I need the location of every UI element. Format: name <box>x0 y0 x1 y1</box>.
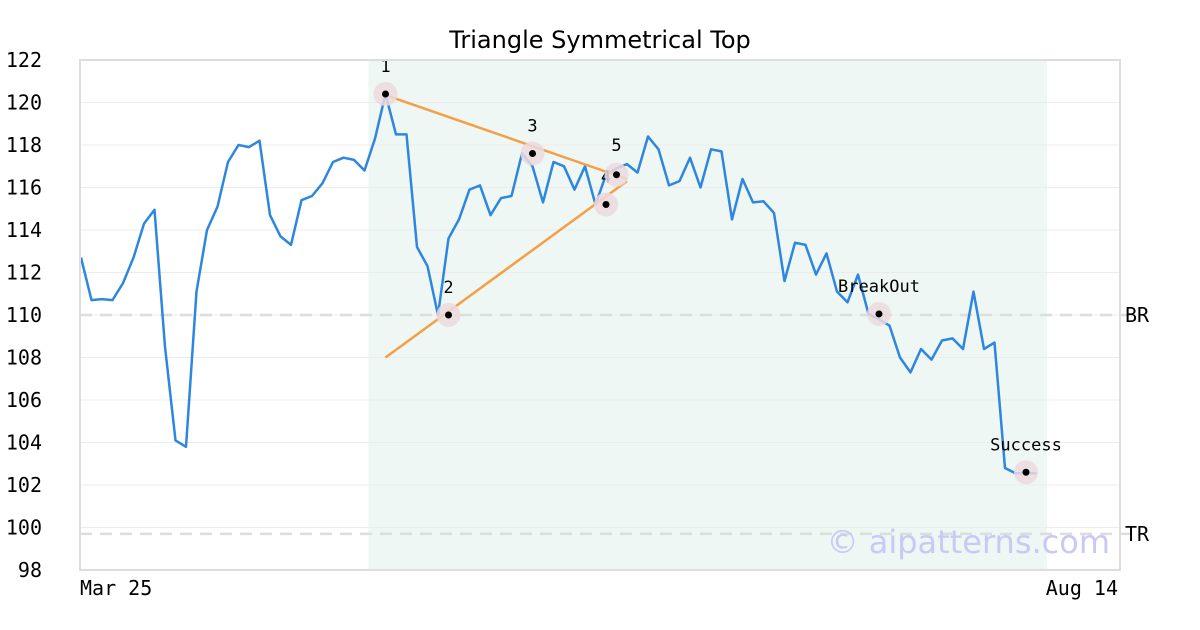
ref-label-tr: TR <box>1125 522 1150 546</box>
y-tick-label: 118 <box>6 133 42 157</box>
y-tick-label: 110 <box>6 303 42 327</box>
point-label: 2 <box>443 278 453 298</box>
y-tick-label: 98 <box>18 558 42 582</box>
point-marker <box>382 90 389 98</box>
trend-line-2 <box>384 180 628 359</box>
point-marker <box>613 171 620 179</box>
point-label: 5 <box>611 136 621 156</box>
y-tick-label: 112 <box>6 261 42 285</box>
y-tick-label: 108 <box>6 346 42 370</box>
grid-lines <box>80 102 1120 528</box>
point-label: 3 <box>527 117 537 137</box>
point-marker <box>445 311 452 319</box>
y-tick-label: 102 <box>6 473 42 497</box>
watermark: © aipatterns.com <box>827 523 1110 561</box>
y-tick-label: 116 <box>6 176 42 200</box>
y-tick-label: 114 <box>6 218 42 242</box>
point-label: Success <box>990 435 1062 455</box>
y-tick-label: 122 <box>6 48 42 72</box>
pattern-points: 12345BreakOutSuccess <box>373 57 1062 485</box>
point-label: BreakOut <box>838 277 920 297</box>
trend-line-1 <box>385 93 628 181</box>
x-axis: Mar 25 Aug 14 <box>80 576 1118 600</box>
y-tick-label: 100 <box>6 516 42 540</box>
point-marker <box>602 201 610 208</box>
y-tick-label: 106 <box>6 388 42 412</box>
point-label: 1 <box>380 57 390 77</box>
plot-frame <box>79 59 1121 571</box>
chart-title: Triangle Symmetrical Top <box>448 26 751 54</box>
point-marker <box>1022 468 1030 476</box>
y-axis: 98 100 102 104 106 108 110 112 114 116 118 120 122 <box>6 48 42 582</box>
y-tick-label: 120 <box>6 91 42 115</box>
x-tick-label: Aug 14 <box>1046 576 1118 600</box>
reference-lines: BR TR <box>80 303 1150 546</box>
trend-lines <box>384 93 628 359</box>
x-tick-label: Mar 25 <box>80 576 152 600</box>
point-marker <box>529 150 536 157</box>
y-tick-label: 104 <box>6 431 42 455</box>
point-marker <box>875 310 883 318</box>
ref-label-br: BR <box>1125 303 1150 327</box>
